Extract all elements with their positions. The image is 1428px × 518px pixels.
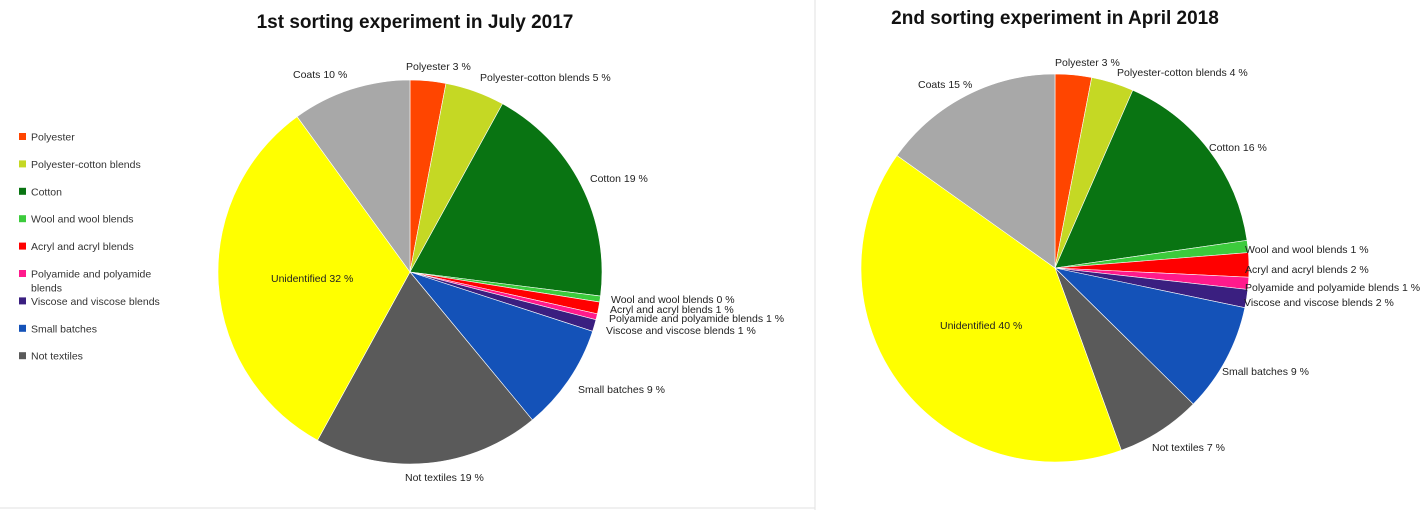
data-label-unidentified-2017: Unidentified 32 % [271,273,353,285]
data-label-wool-and-wool-blends-2018: Wool and wool blends 1 % [1245,244,1369,256]
pie-slice-cotton-2017 [409,103,603,297]
legend-swatch-small-batches [19,324,26,332]
data-label-wool-and-wool-blends-2017: Wool and wool blends 0 % [611,294,735,306]
pie-slice-unidentified-2018 [860,155,1122,463]
data-label-polyester-cotton-blends-2018: Polyester-cotton blends 4 % [1117,67,1248,79]
legend-label-polyester-cotton-blends: Polyester-cotton blends [31,159,141,171]
data-label-polyamide-and-polyamide-blends-2018: Polyamide and polyamide blends 1 % [1245,282,1420,294]
legend-label-not-textiles: Not textiles [31,351,83,363]
legend: Polyester Polyester-cotton blends Cotton Wo… [19,132,160,363]
data-label-acryl-and-acryl-blends-2018: Acryl and acryl blends 2 % [1245,264,1369,276]
pie-slice-small-batches-2017 [409,271,593,421]
legend-swatch-polyester-cotton-blends [19,160,26,168]
pie-slice-small-batches-2018 [1054,267,1246,405]
legend-label-acryl-and-acryl-blends: Acryl and acryl blends [31,241,134,253]
data-label-polyamide-and-polyamide-blends-2017: Polyamide and polyamide blends 1 % [609,313,784,325]
pie-chart-2018: 2nd sorting experiment in April 2018 Pol… [860,8,1420,463]
legend-swatch-viscose-and-viscose-blends [19,297,26,305]
data-label-unidentified-2018: Unidentified 40 % [940,320,1022,332]
pie-chart-2017: 1st sorting experiment in July 2017 Poly… [217,12,784,484]
data-label-viscose-and-viscose-blends-2018: Viscose and viscose blends 2 % [1244,297,1394,309]
data-label-coats-2018: Coats 15 % [918,79,972,91]
pie-slice-unidentified-2017 [217,116,411,441]
data-label-polyester-cotton-blends-2017: Polyester-cotton blends 5 % [480,72,611,84]
legend-swatch-polyamide-and-polyamide-blends [19,270,26,277]
legend-swatch-cotton [19,187,26,195]
data-label-polyester-2017: Polyester 3 % [406,61,471,73]
slices-2017 [217,79,603,465]
legend-swatch-not-textiles [19,352,26,360]
legend-label-wool-and-wool-blends: Wool and wool blends [31,214,134,226]
chart-title-2018: 2nd sorting experiment in April 2018 [891,8,1219,29]
pie-slice-not-textiles-2017 [317,271,533,465]
data-label-small-batches-2018: Small batches 9 % [1222,366,1309,378]
slices-2018 [860,73,1250,463]
data-label-acryl-and-acryl-blends-2017: Acryl and acryl blends 1 % [610,304,734,316]
data-label-polyester-2018: Polyester 3 % [1055,57,1120,69]
legend-label-viscose-and-viscose-blends: Viscose and viscose blends [31,296,160,308]
legend-swatch-polyester [19,133,26,140]
data-label-coats-2017: Coats 10 % [293,69,347,81]
legend-label-polyamide-and-polyamide-blends: Polyamide and polyamide blends [31,269,151,295]
chart-title-2017: 1st sorting experiment in July 2017 [257,12,574,33]
pie-slice-cotton-2018 [1054,89,1248,269]
data-label-not-textiles-2018: Not textiles 7 % [1152,442,1225,454]
legend-label-small-batches: Small batches [31,323,97,335]
legend-swatch-wool-and-wool-blends [19,215,26,223]
data-label-viscose-and-viscose-blends-2017: Viscose and viscose blends 1 % [606,325,756,337]
data-label-small-batches-2017: Small batches 9 % [578,384,665,396]
legend-swatch-acryl-and-acryl-blends [19,242,26,250]
data-label-cotton-2018: Cotton 16 % [1209,142,1267,154]
pie-slice-coats-2017 [296,79,411,273]
legend-label-cotton: Cotton [31,186,62,198]
pie-slice-coats-2018 [896,73,1056,269]
data-label-cotton-2017: Cotton 19 % [590,173,648,185]
legend-label-polyester: Polyester [31,132,75,144]
data-label-not-textiles-2017: Not textiles 19 % [405,472,484,484]
